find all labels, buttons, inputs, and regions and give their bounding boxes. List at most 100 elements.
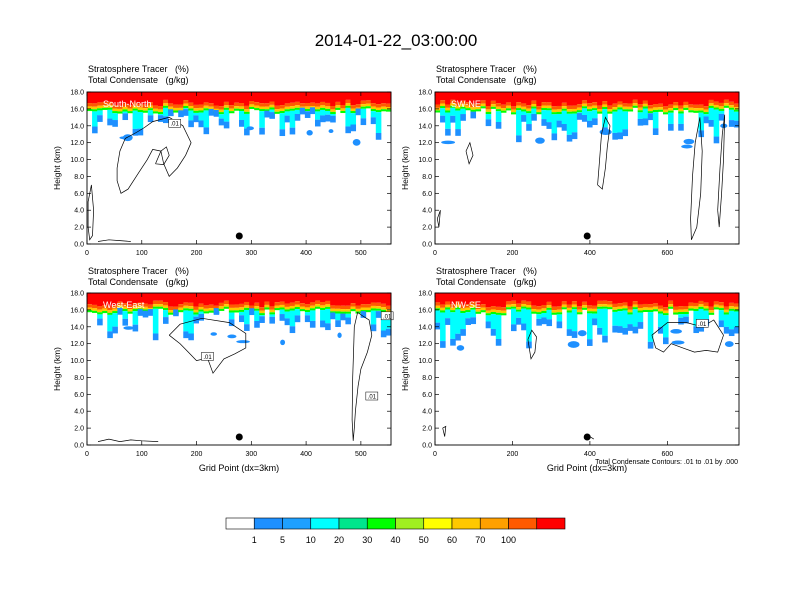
panel-3-band-red bbox=[157, 293, 164, 301]
panel-2-band-yellow bbox=[546, 105, 553, 109]
panel-3-band-red bbox=[213, 293, 220, 306]
panel-4-band-green bbox=[576, 312, 583, 315]
panel-1-band-green bbox=[345, 105, 351, 108]
panel-2-band-yellow bbox=[460, 104, 466, 107]
panel-4-band-orange bbox=[536, 306, 542, 310]
panel-4-band-green bbox=[541, 310, 547, 314]
panel-4-band-green bbox=[490, 311, 497, 315]
panel-1-band-yellow bbox=[127, 108, 134, 112]
panel-3-band-green bbox=[178, 310, 184, 313]
panel-3-band-cyan bbox=[309, 310, 316, 321]
panel-4-band-yellow bbox=[435, 305, 441, 309]
panel-1-band-cyan bbox=[350, 113, 357, 125]
panel-4-location-dot bbox=[583, 433, 591, 441]
panel-4-band-green bbox=[733, 309, 740, 312]
panel-1-band-blue bbox=[178, 110, 184, 118]
panel-1-band-orange bbox=[233, 102, 240, 107]
panel-4-band-cyan bbox=[511, 308, 517, 325]
panel-2-band-blue bbox=[571, 132, 578, 140]
panel-4-subtitle: Stratosphere Tracer (%) Total Condensate … bbox=[436, 266, 537, 288]
panel-1-xtick-label: 100 bbox=[136, 250, 148, 257]
panel-3-band-red bbox=[289, 293, 296, 303]
panel-4-band-blue bbox=[602, 335, 608, 343]
panel-4-condensate-contour bbox=[442, 425, 447, 437]
panel-3-band-red bbox=[330, 293, 336, 306]
panel-2-band-orange bbox=[632, 99, 639, 104]
panel-4-band-blue bbox=[516, 317, 522, 325]
panel-4-band-blue bbox=[587, 339, 593, 346]
panel-2-band-yellow bbox=[627, 106, 634, 110]
panel-4-band-red bbox=[561, 293, 568, 302]
panel-4-band-green bbox=[673, 312, 679, 315]
panel-3-band-green bbox=[239, 309, 245, 312]
panel-2-band-green bbox=[703, 112, 710, 115]
panel-3-band-green bbox=[299, 309, 306, 312]
panel-1-band-yellow bbox=[132, 106, 139, 109]
panel-2-band-orange bbox=[460, 100, 466, 105]
panel-2-band-green bbox=[440, 106, 446, 109]
panel-3-band-orange bbox=[223, 300, 230, 305]
panel-1-band-blue bbox=[284, 115, 291, 123]
panel-4-ylabel: Height (km) bbox=[400, 347, 410, 391]
panel-1-band-orange bbox=[218, 106, 225, 110]
panel-2-band-orange bbox=[536, 106, 542, 110]
panel-4-band-cyan bbox=[470, 309, 477, 318]
panel-3-band-green bbox=[152, 306, 159, 309]
panel-1-band-blue bbox=[360, 118, 367, 126]
panel-2-band-cyan bbox=[541, 110, 547, 120]
panel-3-band-red bbox=[102, 293, 108, 306]
panel-2-band-orange bbox=[698, 104, 705, 109]
panel-3-band-green bbox=[142, 309, 149, 312]
panel-2-band-red bbox=[652, 92, 659, 105]
panel-2-band-yellow bbox=[480, 103, 487, 107]
panel-1-band-yellow bbox=[345, 103, 351, 106]
panel-3-band-orange bbox=[97, 306, 103, 310]
panel-4-ytick-label: 16.0 bbox=[418, 307, 432, 314]
panel-2-band-green bbox=[561, 108, 568, 111]
panel-3-band-orange bbox=[92, 304, 98, 309]
panel-3-band-orange bbox=[259, 307, 265, 311]
panel-3-band-orange bbox=[178, 304, 184, 308]
panel-2-xtick-label: 200 bbox=[507, 250, 519, 257]
panel-4-band-red bbox=[440, 293, 446, 305]
panel-3-condensate-contour bbox=[351, 311, 373, 441]
panel-2-band-red bbox=[723, 92, 730, 100]
panel-1-band-green bbox=[127, 111, 134, 114]
panel-4-band-green bbox=[460, 310, 466, 314]
panel-1-band-blue bbox=[239, 120, 245, 127]
panel-1-band-blue bbox=[213, 109, 220, 117]
panel-4-band-red bbox=[445, 293, 451, 302]
panel-1-band-yellow bbox=[168, 106, 174, 110]
panel-2-band-yellow bbox=[673, 105, 679, 108]
panel-1-subtitle-2: Total Condensate (g/kg) bbox=[88, 75, 189, 85]
panel-2-band-green bbox=[551, 112, 558, 115]
panel-4-subtitle-2: Total Condensate (g/kg) bbox=[436, 277, 537, 287]
panel-2-band-blue bbox=[460, 114, 466, 121]
panel-4-contour-label-box bbox=[695, 319, 709, 328]
panel-3-band-orange bbox=[147, 304, 154, 309]
panel-2-band-green bbox=[505, 108, 512, 111]
panel-2-band-blue bbox=[708, 119, 715, 127]
panel-4-band-yellow bbox=[728, 306, 735, 309]
panel-1-band-yellow bbox=[112, 108, 118, 112]
panel-4-band-yellow bbox=[607, 304, 613, 308]
panel-2-band-cyan bbox=[587, 111, 593, 121]
panel-2-band-orange bbox=[526, 105, 532, 109]
panel-1-band-orange bbox=[122, 103, 129, 107]
panel-3-band-blue bbox=[269, 316, 275, 324]
panel-2-band-cyan bbox=[652, 112, 659, 129]
panel-4-band-yellow bbox=[612, 307, 618, 310]
panel-4-band-cyan bbox=[490, 314, 497, 329]
panel-2-band-green bbox=[668, 110, 674, 113]
panel-3-band-orange bbox=[208, 304, 215, 309]
panel-3-band-red bbox=[294, 293, 301, 302]
panel-4-band-yellow bbox=[551, 310, 558, 313]
panel-2-band-orange bbox=[475, 103, 482, 107]
panel-1-band-blue bbox=[309, 107, 316, 115]
panel-2-band-orange bbox=[435, 104, 441, 108]
panel-2-band-yellow bbox=[571, 108, 578, 112]
panel-4-band-yellow bbox=[581, 305, 588, 308]
panel-4-band-green bbox=[521, 306, 527, 309]
panel-2-blue-blob bbox=[720, 123, 728, 128]
panel-4-band-green bbox=[592, 311, 598, 314]
